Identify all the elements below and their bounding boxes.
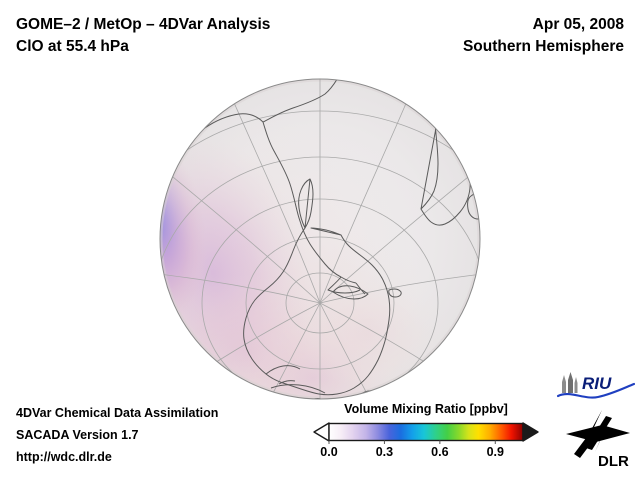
header-right: Apr 05, 2008 Southern Hemisphere (463, 14, 624, 58)
colorbar-tick-label: 0.0 (320, 445, 338, 459)
date-label: Apr 05, 2008 (532, 16, 624, 33)
field-limb-shoulder (160, 186, 207, 326)
coastline-south-america (201, 79, 366, 295)
coastline-antarctic-peninsula (298, 178, 314, 229)
coastline-falklands (388, 288, 402, 298)
dlr-logo: DLR (566, 410, 630, 470)
footer-line-2: SACADA Version 1.7 (16, 428, 139, 442)
colorbar-title: Volume Mixing Ratio [ppbv] (344, 402, 508, 416)
riu-wordmark: RIU (582, 374, 612, 393)
species-level-label: ClO at 55.4 hPa (16, 38, 129, 55)
dlr-mark-icon (566, 410, 630, 458)
header-left: GOME–2 / MetOp – 4DVar Analysis ClO at 5… (16, 14, 270, 58)
dlr-wordmark: DLR (598, 453, 629, 470)
coastlines (201, 79, 480, 399)
colorbar-tick-label: 0.3 (375, 445, 394, 459)
coastline-ross-sea-inlet (265, 365, 301, 375)
field-polar-blob (298, 278, 438, 388)
coastline-tierra-del-fuego (332, 285, 369, 300)
page-title: GOME–2 / MetOp – 4DVar Analysis (16, 16, 271, 33)
colorbar-tick-label: 0.6 (431, 445, 449, 459)
colorbar: Volume Mixing Ratio [ppbv] 0.0 0.3 0.6 0.9 (312, 401, 540, 463)
colorbar-under-arrow (313, 422, 330, 442)
meridian-90e (319, 267, 480, 304)
riu-wave-icon (556, 382, 636, 399)
globe-limb (159, 78, 481, 400)
meridian-120w (160, 302, 321, 399)
colorbar-tick-label: 0.9 (486, 445, 504, 459)
footer-url: http://wdc.dlr.de (16, 450, 112, 464)
riu-logo: RIU (556, 372, 636, 399)
meridian-90w (160, 267, 321, 304)
footer-text: 4DVar Chemical Data Assimilation SACADA … (16, 402, 218, 468)
riu-tower-icon (562, 372, 578, 393)
colorbar-over-arrow (522, 422, 539, 442)
footer-line-1: 4DVar Chemical Data Assimilation (16, 406, 219, 420)
colorbar-tickmarks (328, 440, 496, 444)
colorbar-tick-labels: 0.0 0.3 0.6 0.9 (312, 445, 540, 463)
globe-map (153, 78, 489, 400)
coastline-antarctica (243, 227, 391, 396)
coastline-madagascar (467, 191, 480, 220)
coastline-africa-east-detail (465, 154, 480, 180)
coastline-australia (270, 380, 326, 394)
colorbar-gradient (328, 422, 524, 442)
hemisphere-label: Southern Hemisphere (462, 38, 624, 55)
orthographic-projection-svg (159, 78, 481, 400)
colorbar-swatch (313, 422, 539, 444)
